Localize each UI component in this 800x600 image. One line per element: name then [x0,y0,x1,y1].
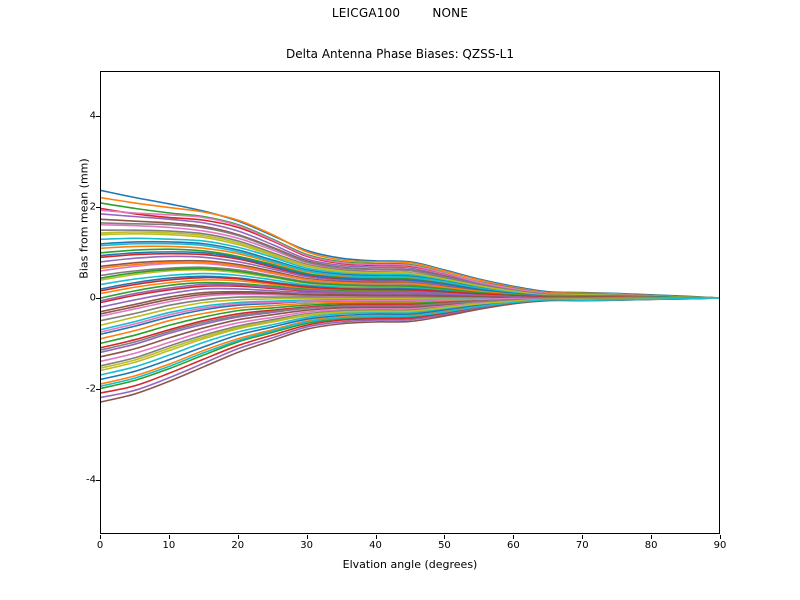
x-tick-label: 90 [713,540,727,551]
figure-suptitle: LEICGA100 NONE [331,6,469,20]
x-tick-mark [444,535,446,539]
x-tick-mark [582,535,584,539]
x-tick-label: 30 [300,540,314,551]
data-line [101,297,719,351]
x-tick-label: 60 [506,540,520,551]
chart-title: Delta Antenna Phase Biases: QZSS-L1 [286,47,514,61]
data-lines-group [101,189,719,403]
plot-area [100,71,720,534]
x-tick-mark [306,535,308,539]
x-tick-mark [237,535,239,539]
x-tick-label: 20 [231,540,245,551]
x-tick-mark [375,535,377,539]
y-tick-mark [96,388,100,390]
x-tick-label: 80 [644,540,658,551]
y-tick-mark [96,297,100,299]
x-tick-label: 50 [438,540,451,551]
x-tick-label: 0 [96,540,104,551]
y-tick-label: 4 [89,110,96,122]
x-tick-label: 70 [575,540,589,551]
x-tick-mark [100,535,101,539]
y-axis-label: Bias from mean (mm) [77,158,91,279]
y-tick-mark [96,207,100,209]
y-tick-label: 0 [89,292,96,304]
y-tick-labels: -4 -2 0 2 4 [58,0,96,600]
x-tick-label: 40 [369,540,382,551]
data-line [101,297,719,387]
y-tick-label: -2 [86,383,96,395]
y-tick-label: -4 [86,474,96,486]
y-tick-mark [96,479,100,481]
x-tick-label: 10 [162,540,176,551]
x-axis-label: Elvation angle (degrees) [342,558,478,571]
x-tick-mark [168,535,170,539]
x-tick-mark [513,535,515,539]
x-tick-mark [651,535,653,539]
y-tick-label: 2 [89,201,96,213]
x-tick-mark [720,535,721,539]
y-tick-mark [96,116,100,118]
